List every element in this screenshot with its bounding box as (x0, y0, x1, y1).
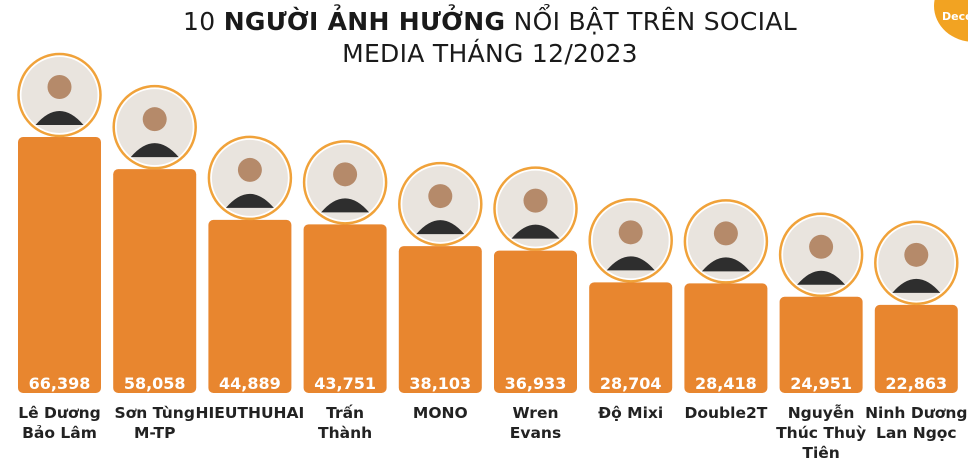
value-label-8: 28,418 (695, 374, 757, 393)
value-label-10: 22,863 (885, 374, 947, 393)
category-label-9: Tiên (802, 444, 839, 459)
avatar-4 (302, 140, 388, 225)
avatar-shoulders (511, 224, 560, 239)
avatar-head (333, 162, 358, 187)
category-label-10: Lan Ngọc (876, 424, 957, 442)
avatar-7 (588, 198, 673, 283)
value-label-6: 36,933 (505, 374, 567, 393)
value-label-1: 66,398 (29, 374, 91, 393)
value-label-4: 43,751 (314, 374, 376, 393)
bar-10 (874, 304, 958, 393)
category-label-5: MONO (413, 404, 468, 422)
avatar-head (618, 220, 643, 245)
avatar-head (142, 107, 167, 132)
category-label-9: Thúc Thuỳ (776, 424, 866, 442)
bar-2 (113, 169, 197, 393)
category-label-6: Wren (512, 404, 558, 422)
title-line2: MEDIA THÁNG 12/2023 (342, 39, 638, 68)
avatar-6 (493, 166, 578, 251)
value-label-7: 28,704 (600, 374, 662, 393)
bar-3 (208, 219, 292, 393)
avatar-shoulders (892, 278, 941, 293)
avatar-shoulders (321, 198, 370, 213)
category-label-8: Double2T (684, 404, 767, 422)
category-label-9: Nguyễn (788, 404, 855, 422)
category-label-6: Evans (510, 424, 561, 442)
category-label-1: Bảo Lâm (22, 424, 97, 442)
value-label-2: 58,058 (124, 374, 186, 393)
bar-5 (398, 246, 482, 393)
avatar-shoulders (797, 270, 846, 285)
avatar-shoulders (225, 193, 274, 208)
value-label-9: 24,951 (790, 374, 852, 393)
avatar-shoulders (606, 256, 655, 271)
avatar-head (237, 157, 262, 182)
category-label-4: Thành (318, 424, 372, 442)
avatar-head (713, 221, 738, 246)
avatar-shoulders (416, 220, 465, 235)
avatar-8 (683, 199, 769, 284)
category-label-4: Trấn (326, 404, 364, 422)
category-label-7: Độ Mixi (598, 404, 663, 422)
value-label-3: 44,889 (219, 374, 281, 393)
bar-1 (18, 137, 101, 393)
title-part2: NỔI BẬT TRÊN SOCIAL (505, 7, 797, 36)
bar-8 (684, 283, 768, 393)
bar-7 (589, 282, 673, 393)
avatar-2 (112, 84, 197, 170)
avatar-shoulders (130, 143, 179, 158)
category-label-10: Ninh Dương (865, 404, 967, 422)
category-label-2: Sơn Tùng (114, 404, 195, 422)
avatar-head (809, 234, 834, 259)
category-label-3: HIEUTHUHAI (196, 404, 305, 422)
avatar-10 (874, 220, 959, 306)
avatar-1 (17, 52, 102, 138)
bar-4 (303, 224, 387, 393)
avatar-shoulders (35, 111, 84, 125)
avatar-head (47, 75, 72, 99)
value-label-5: 38,103 (409, 374, 471, 393)
avatar-5 (398, 161, 483, 247)
avatar-head (523, 188, 548, 213)
avatar-head (428, 184, 453, 209)
badge-text: Dece (942, 10, 968, 23)
title-bold: NGƯỜI ẢNH HƯỞNG (223, 7, 506, 36)
avatar-9 (778, 212, 864, 298)
chart-title: 10 NGƯỜI ẢNH HƯỞNG NỔI BẬT TRÊN SOCIAL M… (160, 6, 820, 70)
bar-9 (779, 296, 863, 393)
category-label-1: Lê Dương (18, 404, 100, 422)
avatar-head (904, 242, 929, 267)
title-part1: 10 (183, 7, 224, 36)
avatar-shoulders (701, 257, 750, 272)
bar-6 (494, 250, 577, 393)
avatar-3 (207, 135, 293, 221)
category-label-2: M-TP (134, 424, 176, 442)
